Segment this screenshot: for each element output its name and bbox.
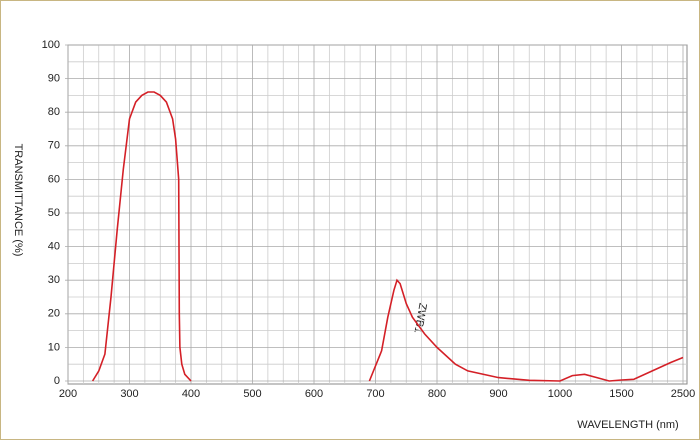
x-tick-label: 1500 xyxy=(609,388,633,400)
x-tick-label: 800 xyxy=(428,388,446,400)
y-tick-label: 10 xyxy=(48,341,60,353)
annotation: ZWB1 xyxy=(412,302,429,334)
series-line xyxy=(91,91,684,382)
x-tick-label: 700 xyxy=(366,388,384,400)
x-axis-title: WAVELENGTH (nm) xyxy=(577,419,678,431)
y-tick-label: 40 xyxy=(48,241,60,253)
y-tick-label: 30 xyxy=(48,274,60,286)
x-tick-label: 900 xyxy=(489,388,507,400)
y-tick-label: 70 xyxy=(48,140,60,152)
y-tick-label: 60 xyxy=(48,173,60,185)
y-tick-label: 100 xyxy=(42,39,60,51)
y-tick-label: 50 xyxy=(48,207,60,219)
x-tick-label: 400 xyxy=(182,388,200,400)
y-tick-label: 0 xyxy=(54,375,60,387)
x-tick-label: 600 xyxy=(305,388,323,400)
y-tick-label: 20 xyxy=(48,308,60,320)
x-tick-label: 200 xyxy=(59,388,77,400)
x-tick-label: 1000 xyxy=(548,388,572,400)
x-tick-label: 500 xyxy=(243,388,261,400)
x-tick-label: 2500 xyxy=(671,388,695,400)
y-axis-title: TRANSMITTANCE (%) xyxy=(12,144,24,257)
x-tick-label: 300 xyxy=(120,388,138,400)
y-tick-label: 90 xyxy=(48,73,60,85)
y-tick-label: 80 xyxy=(48,106,60,118)
